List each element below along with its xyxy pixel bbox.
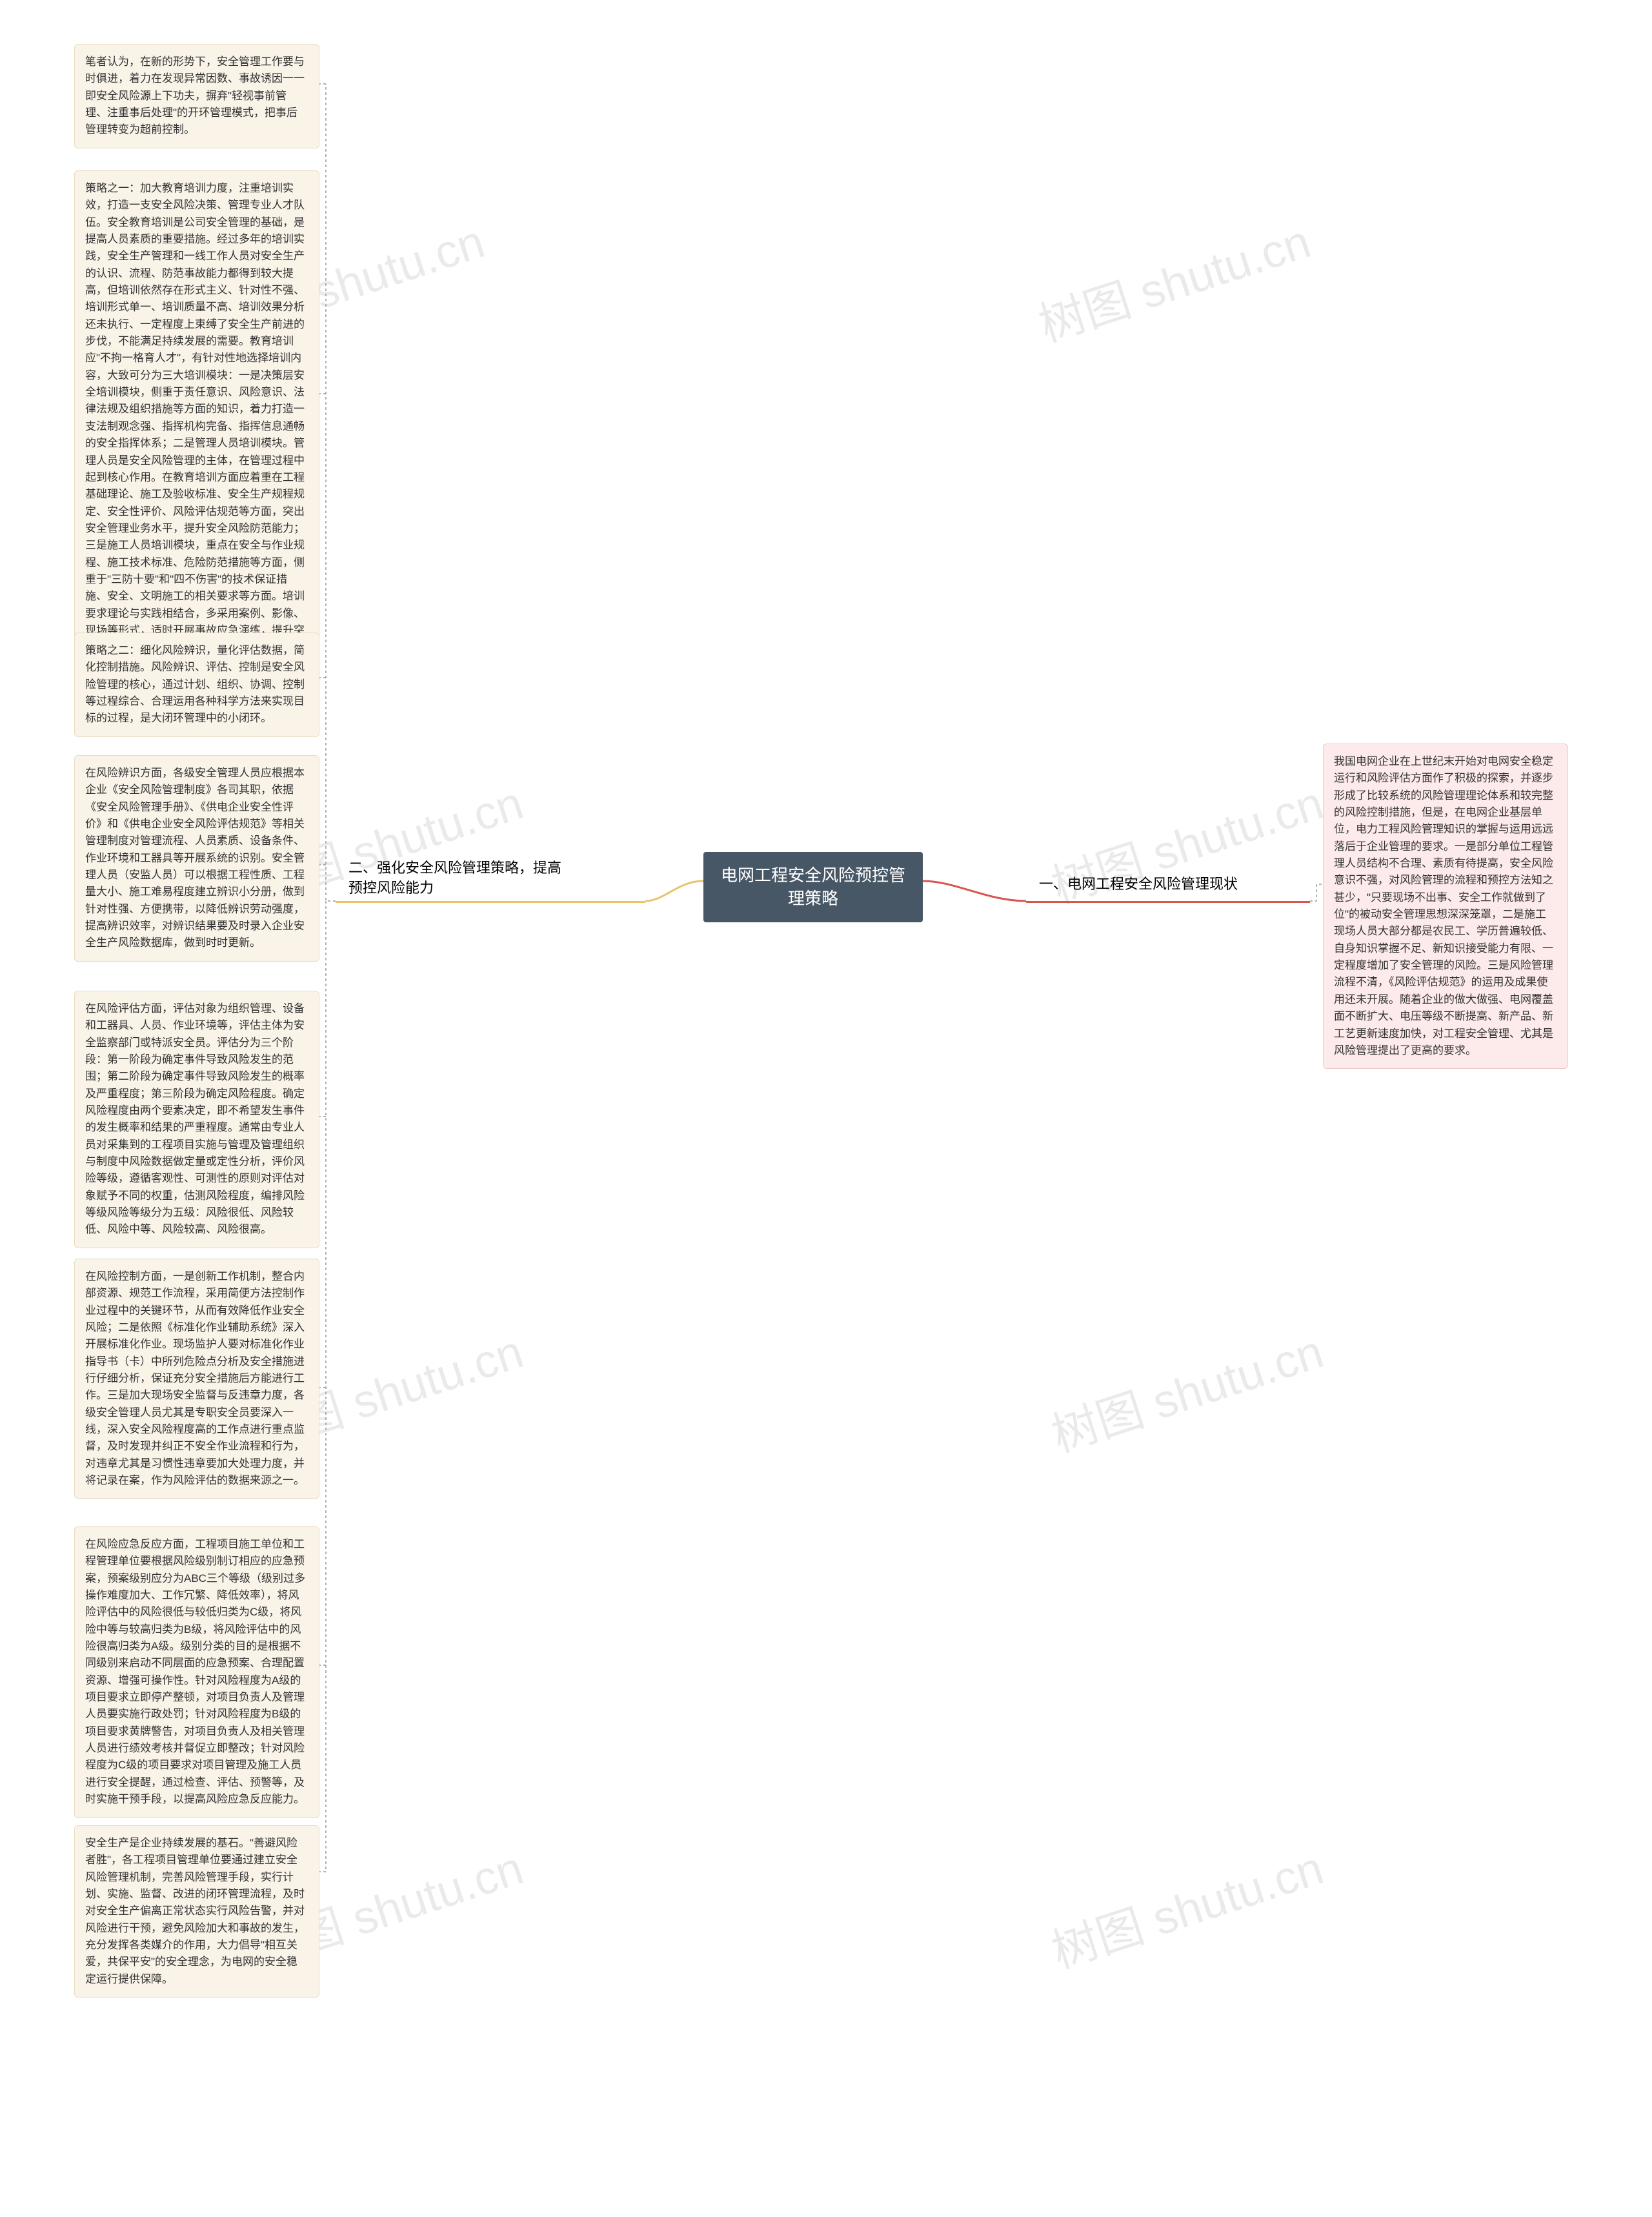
watermark: 树图 shutu.cn (1042, 765, 1330, 916)
note-card: 在风险应急反应方面，工程项目施工单位和工程管理单位要根据风险级别制订相应的应急预… (74, 1526, 319, 1818)
note-card: 策略之二：细化风险辨识，量化评估数据，简化控制措施。风险辨识、评估、控制是安全风… (74, 633, 319, 737)
watermark: 树图 shutu.cn (1042, 1313, 1330, 1465)
note-card: 策略之一：加大教育培训力度，注重培训实效，打造一支安全风险决策、管理专业人才队伍… (74, 170, 319, 666)
note-card: 在风险评估方面，评估对象为组织管理、设备和工器具、人员、作业环境等，评估主体为安… (74, 991, 319, 1248)
note-card: 笔者认为，在新的形势下，安全管理工作要与时俱进，着力在发现异常因数、事故诱因一一… (74, 44, 319, 148)
note-card: 在风险控制方面，一是创新工作机制，整合内部资源、规范工作流程，采用简便方法控制作… (74, 1259, 319, 1499)
branch-label-right[interactable]: 一、电网工程安全风险管理现状 (1039, 873, 1238, 893)
watermark: 树图 shutu.cn (1042, 1830, 1330, 1981)
note-card: 安全生产是企业持续发展的基石。"善避风险者胜"，各工程项目管理单位要通过建立安全… (74, 1825, 319, 1998)
mindmap-center-node[interactable]: 电网工程安全风险预控管 理策略 (703, 852, 923, 922)
branch-underline-right (1026, 901, 1310, 903)
watermark: 树图 shutu.cn (1029, 203, 1317, 355)
note-card: 我国电网企业在上世纪末开始对电网安全稳定运行和风险评估方面作了积极的探索，并逐步… (1323, 744, 1568, 1069)
note-card: 在风险辨识方面，各级安全管理人员应根据本企业《安全风险管理制度》各司其职，依据《… (74, 755, 319, 962)
branch-label-left[interactable]: 二、强化安全风险管理策略，提高 预控风险能力 (348, 858, 561, 898)
branch-underline-left (336, 901, 645, 903)
